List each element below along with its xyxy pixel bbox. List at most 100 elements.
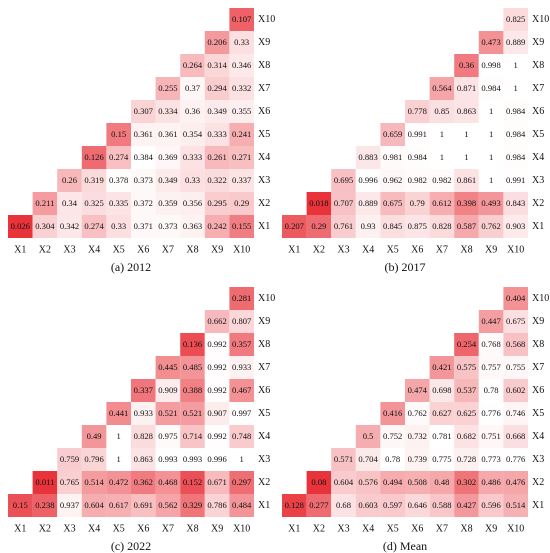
heat-cell: [331, 494, 356, 517]
cell-label: 0.373: [134, 175, 153, 185]
heat-cell: [106, 494, 131, 517]
heat-cell: [229, 425, 254, 448]
heat-cell: [503, 402, 528, 425]
cell-label: 0.691: [134, 500, 153, 510]
heat-cell: [106, 448, 131, 471]
cell-label: 0.261: [207, 152, 226, 162]
cell-label: 0.011: [35, 477, 54, 487]
heat-cell: [131, 215, 156, 238]
cell-label: 1: [117, 431, 121, 441]
heat-cell: [155, 215, 181, 238]
x-tick-label: X8: [186, 244, 198, 255]
heat-cell: [180, 169, 205, 192]
cell-label: 0.603: [358, 500, 377, 510]
heat-cell: [454, 169, 479, 192]
heat-cell: [155, 123, 181, 146]
cell-label: 0.863: [457, 106, 476, 116]
heat-cell: [229, 448, 254, 471]
heat-cell: [429, 448, 455, 471]
cell-label: 1: [464, 152, 468, 162]
cell-label: 0.333: [183, 152, 202, 162]
heat-cell: [306, 215, 332, 238]
heat-cell: [355, 169, 381, 192]
cell-label: 0.825: [506, 14, 525, 24]
cell-label: 0.255: [158, 83, 177, 93]
cell-label: 0.277: [309, 500, 329, 510]
heat-cell: [454, 379, 479, 402]
cell-label: 0.776: [506, 454, 526, 464]
cell-label: 0.361: [134, 129, 153, 139]
cell-label: 0.271: [232, 152, 251, 162]
y-tick-label: X4: [258, 152, 270, 163]
heat-cell: [8, 494, 33, 517]
cell-label: 1: [440, 152, 444, 162]
heat-cell: [380, 146, 405, 169]
heat-cell: [405, 471, 430, 494]
heat-cell: [503, 379, 528, 402]
cell-label: 1: [514, 83, 518, 93]
x-tick-label: X6: [411, 523, 423, 534]
cell-label: 0.79: [410, 198, 425, 208]
x-tick-label: X9: [485, 523, 497, 534]
cell-label: 0.514: [84, 477, 104, 487]
heat-cell: [131, 402, 156, 425]
y-tick-label: X2: [258, 477, 270, 488]
heat-cell: [429, 77, 455, 100]
heat-cell: [503, 31, 528, 54]
x-tick-label: X1: [14, 523, 26, 534]
cell-label: 0.467: [232, 385, 252, 395]
heat-cell: [131, 146, 156, 169]
cell-label: 0.775: [432, 454, 451, 464]
cell-label: 0.493: [481, 198, 500, 208]
cell-label: 0.356: [183, 198, 203, 208]
cell-label: 0.128: [285, 500, 304, 510]
y-tick-label: X4: [532, 152, 544, 163]
heat-cell: [478, 169, 504, 192]
cell-label: 0.861: [457, 175, 476, 185]
heat-cell: [503, 333, 528, 356]
heat-cell: [229, 356, 254, 379]
panel-caption: (a) 2012: [111, 260, 151, 274]
y-tick-label: X3: [532, 454, 544, 465]
cell-label: 0.984: [506, 129, 526, 139]
cell-label: 0.15: [111, 129, 126, 139]
x-tick-label: X8: [460, 244, 472, 255]
cell-label: 0.588: [432, 500, 451, 510]
cell-label: 0.828: [432, 221, 451, 231]
cell-label: 0.238: [35, 500, 54, 510]
cell-label: 0.671: [207, 477, 226, 487]
cell-label: 0.357: [232, 339, 252, 349]
heat-cell: [405, 402, 430, 425]
y-tick-label: X10: [532, 14, 549, 25]
heat-cell: [478, 402, 504, 425]
x-tick-label: X4: [362, 523, 374, 534]
cell-label: 1: [440, 129, 444, 139]
cell-label: 0.752: [383, 431, 402, 441]
heat-cell: [204, 402, 230, 425]
cell-label: 0.355: [232, 106, 251, 116]
cell-label: 0.136: [183, 339, 203, 349]
heat-cell: [454, 425, 479, 448]
cell-label: 0.152: [183, 477, 202, 487]
heat-cell: [229, 169, 254, 192]
cell-label: 0.909: [158, 385, 177, 395]
heat-cell: [32, 192, 58, 215]
y-tick-label: X1: [532, 221, 544, 232]
heat-cell: [405, 123, 430, 146]
heat-cell: [229, 123, 254, 146]
cell-label: 0.845: [383, 221, 402, 231]
cell-label: 0.698: [432, 385, 451, 395]
cell-label: 0.757: [481, 362, 501, 372]
cell-label: 0.48: [434, 477, 449, 487]
heat-cell: [204, 100, 230, 123]
heat-cell: [155, 448, 181, 471]
x-tick-label: X3: [337, 244, 349, 255]
cell-label: 0.843: [506, 198, 525, 208]
cell-label: 0.307: [134, 106, 154, 116]
heat-cell: [131, 123, 156, 146]
heat-cell: [229, 192, 254, 215]
cell-label: 0.026: [11, 221, 31, 231]
cell-label: 0.796: [84, 454, 104, 464]
heat-cell: [503, 356, 528, 379]
cell-label: 0.739: [408, 454, 427, 464]
